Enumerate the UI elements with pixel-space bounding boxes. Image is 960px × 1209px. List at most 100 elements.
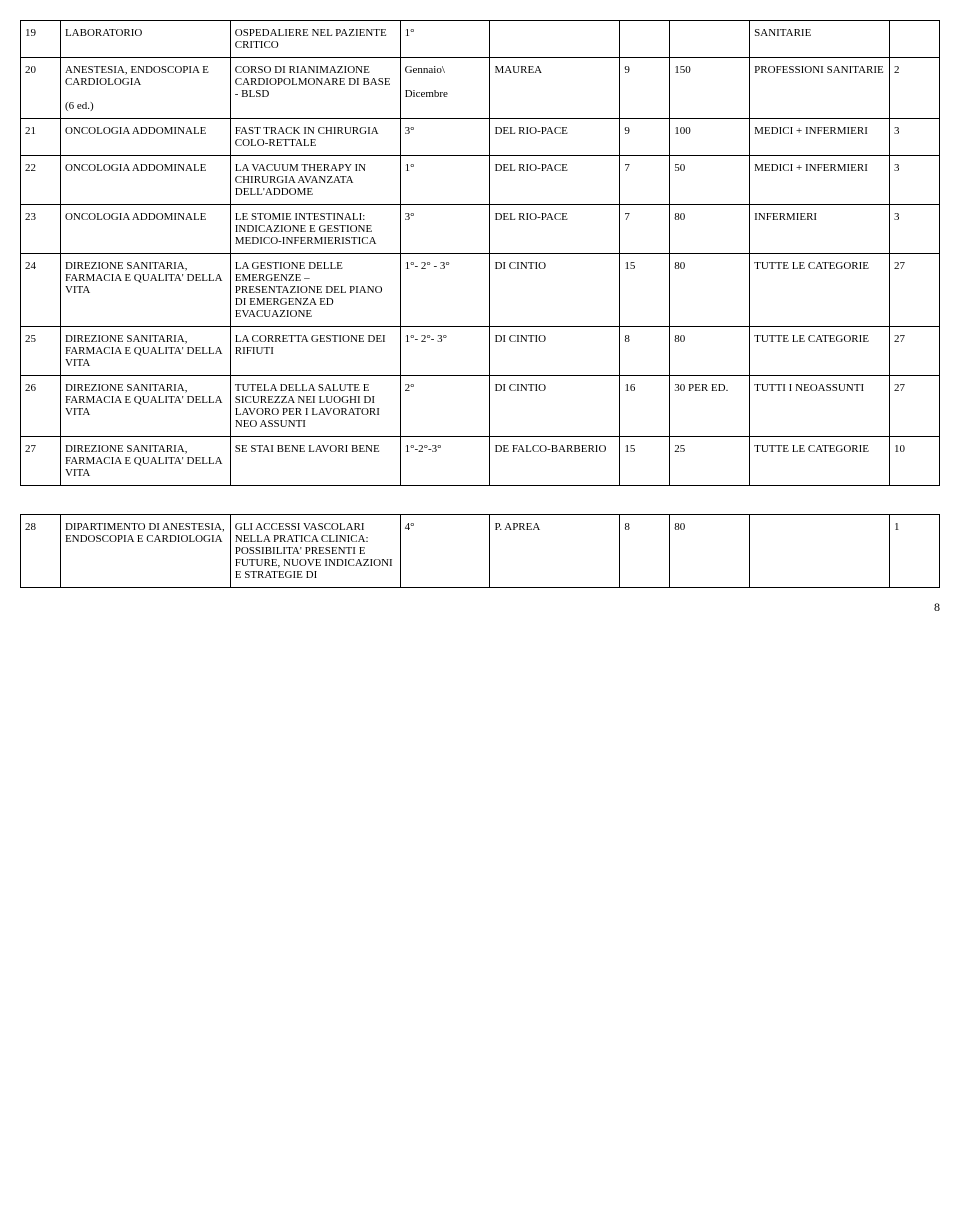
table-row: 28DIPARTIMENTO DI ANESTESIA, ENDOSCOPIA … [21,515,940,588]
page-number: 8 [20,600,940,615]
course-title: CORSO DI RIANIMAZIONE CARDIOPOLMONARE DI… [230,58,400,119]
category: PROFESSIONI SANITARIE [750,58,890,119]
instructor: DE FALCO-BARBERIO [490,437,620,486]
period: 1°-2°-3° [400,437,490,486]
count-3: 27 [889,254,939,327]
row-number: 20 [21,58,61,119]
count-3: 3 [889,205,939,254]
row-number: 28 [21,515,61,588]
instructor: DI CINTIO [490,254,620,327]
count-2: 150 [670,58,750,119]
count-1: 7 [620,205,670,254]
count-2 [670,21,750,58]
count-2: 50 [670,156,750,205]
instructor: P. APREA [490,515,620,588]
count-3: 10 [889,437,939,486]
row-number: 22 [21,156,61,205]
period: Gennaio\Dicembre [400,58,490,119]
instructor: DEL RIO-PACE [490,119,620,156]
instructor: DI CINTIO [490,327,620,376]
count-1: 9 [620,119,670,156]
period: 1° [400,156,490,205]
category: TUTTI I NEOASSUNTI [750,376,890,437]
count-2: 30 PER ED. [670,376,750,437]
row-number: 19 [21,21,61,58]
period: 2° [400,376,490,437]
count-3 [889,21,939,58]
row-number: 23 [21,205,61,254]
count-3: 2 [889,58,939,119]
course-title: FAST TRACK IN CHIRURGIA COLO-RETTALE [230,119,400,156]
table-row: 24DIREZIONE SANITARIA, FARMACIA E QUALIT… [21,254,940,327]
row-number: 27 [21,437,61,486]
count-1: 7 [620,156,670,205]
spacer-row [21,486,940,515]
period: 1°- 2° - 3° [400,254,490,327]
count-3: 27 [889,327,939,376]
course-title: LA VACUUM THERAPY IN CHIRURGIA AVANZATA … [230,156,400,205]
row-number: 25 [21,327,61,376]
course-title: OSPEDALIERE NEL PAZIENTE CRITICO [230,21,400,58]
category: SANITARIE [750,21,890,58]
count-1: 8 [620,327,670,376]
department: ONCOLOGIA ADDOMINALE [60,205,230,254]
category: INFERMIERI [750,205,890,254]
category: TUTTE LE CATEGORIE [750,327,890,376]
instructor: MAUREA [490,58,620,119]
department: DIPARTIMENTO DI ANESTESIA, ENDOSCOPIA E … [60,515,230,588]
row-number: 24 [21,254,61,327]
count-3: 27 [889,376,939,437]
course-title: GLI ACCESSI VASCOLARI NELLA PRATICA CLIN… [230,515,400,588]
period: 3° [400,205,490,254]
table-row: 20ANESTESIA, ENDOSCOPIA E CARDIOLOGIA(6 … [21,58,940,119]
count-1: 8 [620,515,670,588]
department: DIREZIONE SANITARIA, FARMACIA E QUALITA'… [60,254,230,327]
category: MEDICI + INFERMIERI [750,156,890,205]
department: DIREZIONE SANITARIA, FARMACIA E QUALITA'… [60,376,230,437]
table-row: 23ONCOLOGIA ADDOMINALELE STOMIE INTESTIN… [21,205,940,254]
course-title: TUTELA DELLA SALUTE E SICUREZZA NEI LUOG… [230,376,400,437]
department: LABORATORIO [60,21,230,58]
row-number: 21 [21,119,61,156]
period: 1°- 2°- 3° [400,327,490,376]
count-1: 15 [620,437,670,486]
table-row: 21ONCOLOGIA ADDOMINALEFAST TRACK IN CHIR… [21,119,940,156]
category: MEDICI + INFERMIERI [750,119,890,156]
count-3: 3 [889,119,939,156]
instructor: DEL RIO-PACE [490,205,620,254]
count-2: 80 [670,515,750,588]
count-2: 80 [670,327,750,376]
count-1: 15 [620,254,670,327]
count-2: 80 [670,254,750,327]
department: DIREZIONE SANITARIA, FARMACIA E QUALITA'… [60,437,230,486]
count-3: 3 [889,156,939,205]
course-title: SE STAI BENE LAVORI BENE [230,437,400,486]
count-3: 1 [889,515,939,588]
count-2: 25 [670,437,750,486]
table-row: 26DIREZIONE SANITARIA, FARMACIA E QUALIT… [21,376,940,437]
count-2: 80 [670,205,750,254]
table-row: 22ONCOLOGIA ADDOMINALELA VACUUM THERAPY … [21,156,940,205]
instructor [490,21,620,58]
count-1 [620,21,670,58]
course-title: LA GESTIONE DELLE EMERGENZE – PRESENTAZI… [230,254,400,327]
period: 4° [400,515,490,588]
count-2: 100 [670,119,750,156]
category: TUTTE LE CATEGORIE [750,254,890,327]
period: 3° [400,119,490,156]
table-row: 25DIREZIONE SANITARIA, FARMACIA E QUALIT… [21,327,940,376]
count-1: 16 [620,376,670,437]
instructor: DI CINTIO [490,376,620,437]
department: ONCOLOGIA ADDOMINALE [60,156,230,205]
count-1: 9 [620,58,670,119]
department: ANESTESIA, ENDOSCOPIA E CARDIOLOGIA(6 ed… [60,58,230,119]
period: 1° [400,21,490,58]
course-title: LE STOMIE INTESTINALI: INDICAZIONE E GES… [230,205,400,254]
department: DIREZIONE SANITARIA, FARMACIA E QUALITA'… [60,327,230,376]
instructor: DEL RIO-PACE [490,156,620,205]
category: TUTTE LE CATEGORIE [750,437,890,486]
data-table: 19LABORATORIOOSPEDALIERE NEL PAZIENTE CR… [20,20,940,588]
course-title: LA CORRETTA GESTIONE DEI RIFIUTI [230,327,400,376]
table-row: 27DIREZIONE SANITARIA, FARMACIA E QUALIT… [21,437,940,486]
row-number: 26 [21,376,61,437]
